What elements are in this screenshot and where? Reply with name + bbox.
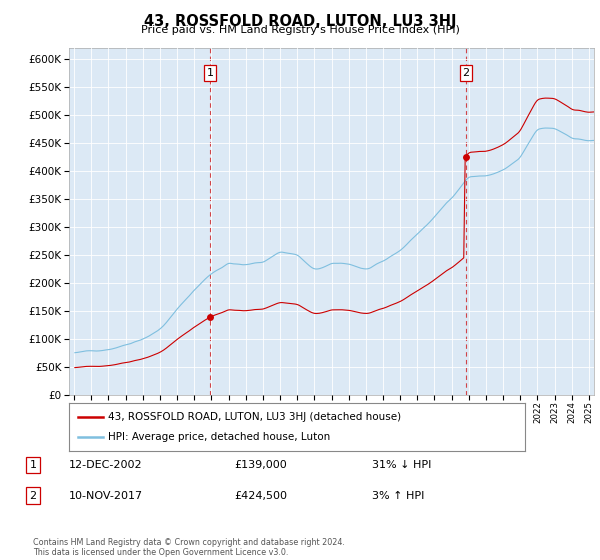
- Text: £139,000: £139,000: [234, 460, 287, 470]
- Text: 3% ↑ HPI: 3% ↑ HPI: [372, 491, 424, 501]
- Text: 1: 1: [206, 68, 214, 78]
- Text: HPI: Average price, detached house, Luton: HPI: Average price, detached house, Luto…: [108, 432, 330, 442]
- Text: 43, ROSSFOLD ROAD, LUTON, LU3 3HJ: 43, ROSSFOLD ROAD, LUTON, LU3 3HJ: [144, 14, 456, 29]
- Text: 31% ↓ HPI: 31% ↓ HPI: [372, 460, 431, 470]
- Text: 43, ROSSFOLD ROAD, LUTON, LU3 3HJ (detached house): 43, ROSSFOLD ROAD, LUTON, LU3 3HJ (detac…: [108, 412, 401, 422]
- Text: 10-NOV-2017: 10-NOV-2017: [69, 491, 143, 501]
- Text: 2: 2: [463, 68, 469, 78]
- Text: 1: 1: [29, 460, 37, 470]
- Text: Contains HM Land Registry data © Crown copyright and database right 2024.
This d: Contains HM Land Registry data © Crown c…: [33, 538, 345, 557]
- Text: 12-DEC-2002: 12-DEC-2002: [69, 460, 143, 470]
- Text: £424,500: £424,500: [234, 491, 287, 501]
- Text: 2: 2: [29, 491, 37, 501]
- Text: Price paid vs. HM Land Registry's House Price Index (HPI): Price paid vs. HM Land Registry's House …: [140, 25, 460, 35]
